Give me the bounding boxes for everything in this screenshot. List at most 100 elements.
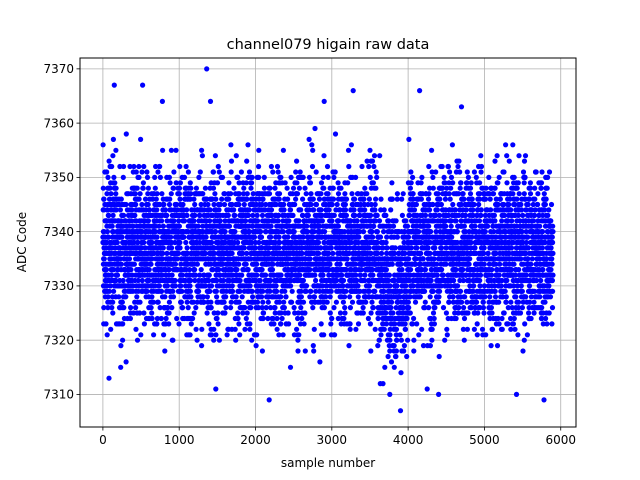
data-point xyxy=(427,294,433,300)
data-point xyxy=(355,321,362,327)
data-point xyxy=(184,299,190,305)
data-point xyxy=(388,359,395,365)
data-point xyxy=(307,256,313,262)
data-point xyxy=(370,234,376,240)
data-point xyxy=(452,207,458,213)
data-point xyxy=(328,321,334,327)
data-point xyxy=(217,218,223,224)
data-point xyxy=(344,256,350,262)
data-point xyxy=(186,267,193,273)
data-point xyxy=(399,196,405,202)
data-point xyxy=(438,201,444,208)
data-point xyxy=(234,267,240,273)
data-point xyxy=(221,201,228,208)
data-point xyxy=(405,299,411,305)
data-point xyxy=(191,218,197,224)
data-point xyxy=(430,174,436,180)
data-point xyxy=(157,163,163,170)
data-point xyxy=(245,267,251,273)
data-point xyxy=(425,196,432,202)
data-point xyxy=(173,180,179,186)
data-point xyxy=(172,277,178,284)
data-point xyxy=(104,229,110,235)
data-point xyxy=(433,169,439,175)
data-point xyxy=(208,305,214,311)
data-point xyxy=(316,196,323,202)
data-point xyxy=(166,201,173,208)
data-point xyxy=(278,272,284,278)
data-point xyxy=(166,321,172,327)
data-point xyxy=(241,201,247,208)
data-point xyxy=(355,283,361,289)
data-point xyxy=(391,364,397,370)
data-point xyxy=(320,174,326,180)
data-point xyxy=(252,245,258,251)
data-point xyxy=(422,212,429,218)
data-point xyxy=(135,277,141,284)
data-point xyxy=(297,169,303,175)
data-point xyxy=(121,163,127,170)
data-point xyxy=(341,315,347,322)
data-point xyxy=(146,267,152,273)
data-point xyxy=(294,191,301,197)
data-point xyxy=(197,212,203,218)
data-point xyxy=(454,229,460,235)
data-point xyxy=(364,191,370,197)
data-point xyxy=(383,321,390,327)
data-point xyxy=(215,310,221,316)
data-point xyxy=(330,196,337,202)
data-point xyxy=(160,245,166,251)
data-point xyxy=(120,321,126,327)
data-point xyxy=(161,332,167,338)
data-point xyxy=(219,196,225,202)
data-point xyxy=(373,169,379,175)
data-point xyxy=(274,326,280,332)
data-point xyxy=(311,207,317,213)
data-point xyxy=(408,267,414,273)
data-point xyxy=(118,343,124,349)
data-point xyxy=(394,191,400,197)
data-point xyxy=(158,288,165,294)
data-point xyxy=(411,207,418,213)
data-point xyxy=(372,326,378,332)
data-point xyxy=(211,250,217,256)
data-point xyxy=(148,305,154,311)
data-point xyxy=(216,169,222,175)
data-point xyxy=(109,163,115,170)
data-point xyxy=(368,212,374,218)
data-point xyxy=(198,267,204,273)
data-point xyxy=(477,277,483,284)
data-point xyxy=(327,261,333,267)
data-point xyxy=(261,185,267,191)
data-point xyxy=(128,305,134,311)
data-point xyxy=(272,185,278,191)
data-point xyxy=(443,310,449,316)
data-point xyxy=(208,299,214,305)
data-point xyxy=(410,174,416,180)
data-point xyxy=(393,348,399,354)
data-point xyxy=(327,310,333,316)
data-point xyxy=(313,169,319,175)
data-point xyxy=(447,196,453,202)
data-point xyxy=(192,267,198,273)
data-point xyxy=(114,272,121,278)
data-point xyxy=(220,277,227,284)
data-point xyxy=(294,326,300,332)
data-point xyxy=(276,196,282,202)
data-point xyxy=(366,196,372,202)
data-point xyxy=(471,283,477,289)
data-point xyxy=(216,207,222,213)
data-point xyxy=(172,261,179,267)
data-point xyxy=(429,147,435,153)
data-point xyxy=(226,223,233,229)
data-point xyxy=(441,174,447,180)
data-point xyxy=(192,201,198,208)
data-point xyxy=(329,201,335,208)
data-point xyxy=(422,288,428,294)
data-point xyxy=(154,234,160,240)
data-point xyxy=(455,163,461,170)
data-point xyxy=(359,163,365,170)
data-point xyxy=(337,261,343,267)
data-point xyxy=(453,218,459,224)
data-point xyxy=(240,250,246,256)
